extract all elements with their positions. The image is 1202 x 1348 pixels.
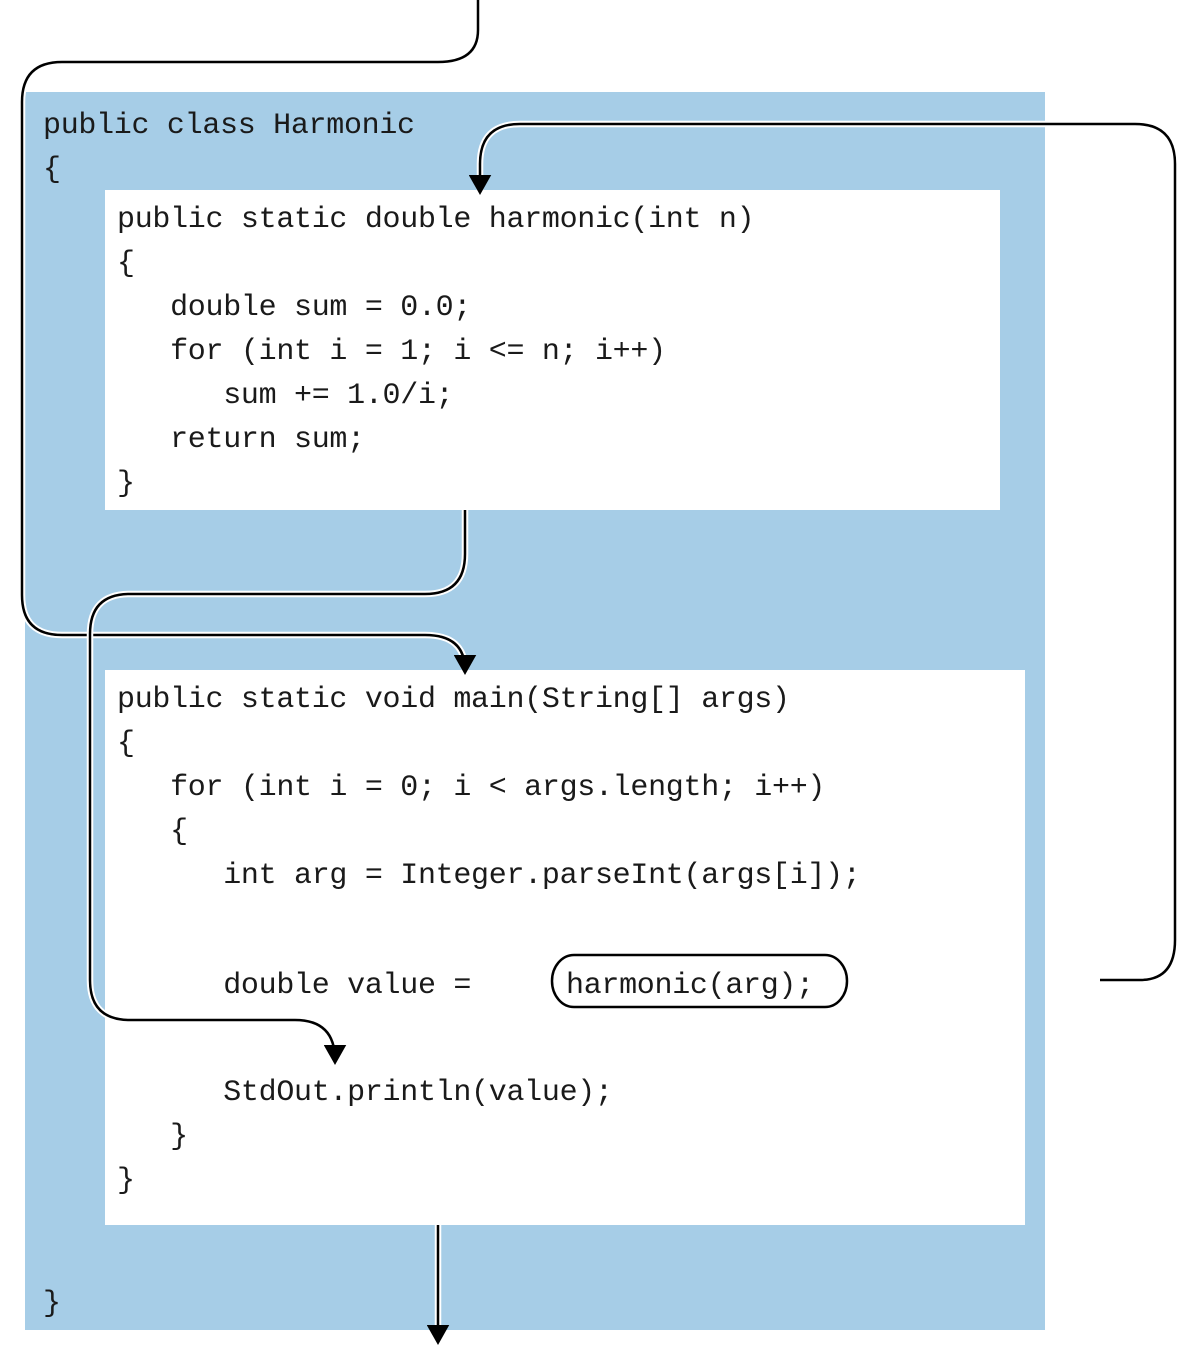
- harmonic-method-code: public static double harmonic(int n) { d…: [117, 198, 754, 506]
- main-method-code-2: double value =: [117, 964, 471, 1008]
- class-close-brace: }: [43, 1282, 61, 1326]
- main-method-code-4: StdOut.println(value); } }: [117, 1027, 613, 1203]
- main-method-code-1: public static void main(String[] args) {…: [117, 678, 861, 898]
- diagram-container: public class Harmonic { } public static …: [0, 0, 1202, 1348]
- class-declaration-line2: {: [43, 148, 61, 192]
- class-declaration-line1: public class Harmonic: [43, 104, 415, 148]
- main-method-harmonic-call: harmonic(arg);: [566, 964, 814, 1008]
